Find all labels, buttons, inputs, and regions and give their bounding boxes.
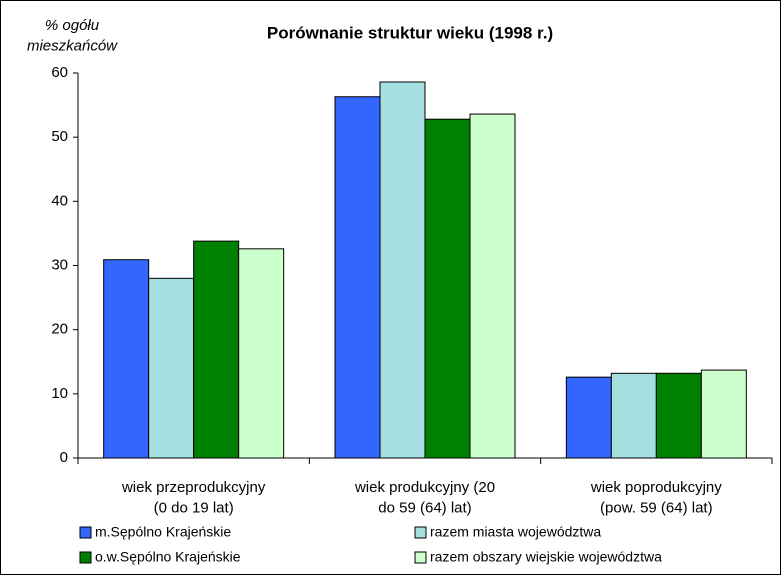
bar xyxy=(655,372,702,459)
bar xyxy=(700,369,747,459)
bar xyxy=(610,372,657,459)
x-tick-label: wiek poprodukcyjny (pow. 59 (64) lat) xyxy=(590,479,722,516)
bar xyxy=(238,248,285,459)
legend-label: razem miasta województwa xyxy=(430,524,601,540)
y-tick-label: 0 xyxy=(60,449,68,466)
y-tick-label: 60 xyxy=(51,64,68,81)
y-tick-label: 40 xyxy=(51,192,68,209)
legend-label: razem obszary wiejskie województwa xyxy=(430,549,662,565)
bar xyxy=(424,118,471,459)
x-tick-label: wiek przeprodukcyjny (0 do 19 lat) xyxy=(121,479,266,516)
legend-swatch xyxy=(79,551,92,564)
y-axis-label: % ogółu mieszkańców xyxy=(27,17,118,54)
chart-title: Porównanie struktur wieku (1998 r.) xyxy=(267,23,553,42)
bar xyxy=(334,96,381,459)
legend-label: m.Sępólno Krajeńskie xyxy=(95,524,231,540)
legend-swatch xyxy=(414,551,427,564)
legend-swatch xyxy=(414,526,427,539)
bar xyxy=(469,113,516,459)
x-tick-label: wiek produkcyjny (20 do 59 (64) lat) xyxy=(354,479,495,516)
bar xyxy=(565,376,612,459)
y-tick-label: 20 xyxy=(51,321,68,338)
legend-swatch xyxy=(79,526,92,539)
bar xyxy=(379,81,426,459)
y-tick-label: 30 xyxy=(51,256,68,273)
legend-label: o.w.Sępólno Krajeńskie xyxy=(95,549,241,565)
y-tick-label: 50 xyxy=(51,128,68,145)
bar xyxy=(103,259,150,459)
bar xyxy=(148,277,195,459)
bar xyxy=(193,240,240,459)
y-tick-label: 10 xyxy=(51,385,68,402)
